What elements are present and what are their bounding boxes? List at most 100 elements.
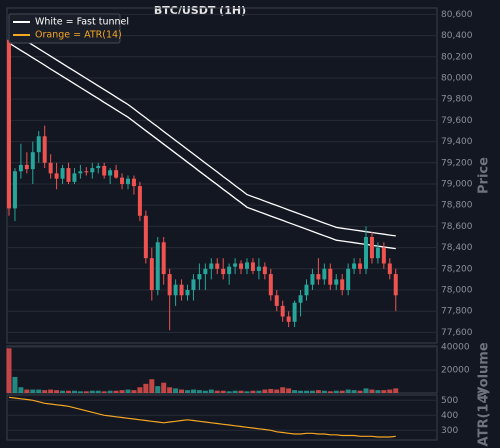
volume-bar <box>30 389 36 393</box>
candle-body <box>185 289 190 296</box>
volume-bar <box>119 390 125 393</box>
volume-bar <box>66 390 71 393</box>
candle-body <box>131 178 136 187</box>
candle-body <box>18 164 23 172</box>
candle-body <box>78 171 83 174</box>
y-tick-label: 79,600 <box>441 116 473 126</box>
candle-body <box>114 170 119 178</box>
candle-body <box>149 258 154 290</box>
y-axis-label: Volume <box>477 342 492 397</box>
y-tick-label: 80,200 <box>441 52 473 62</box>
candle-body <box>334 279 339 285</box>
volume-bar <box>24 389 30 393</box>
volume-bar <box>83 391 89 393</box>
volume-bar <box>113 390 119 393</box>
volume-bar <box>262 389 268 393</box>
volume-bar <box>137 387 143 393</box>
candle-body <box>316 274 321 280</box>
volume-bar <box>238 390 244 393</box>
tunnel-line <box>8 29 396 237</box>
candle-body <box>30 152 35 170</box>
candle-body <box>155 242 160 290</box>
y-tick-label: 78,200 <box>441 264 473 274</box>
chart-title: BTC/USDT (1H) <box>154 4 246 17</box>
candle-body <box>96 165 101 169</box>
candle-body <box>245 262 249 269</box>
candle-body <box>328 268 333 285</box>
volume-bar <box>315 390 321 393</box>
volume-bar <box>220 390 226 393</box>
volume-bar <box>149 379 155 393</box>
volume-bar <box>71 390 77 393</box>
candle-body <box>54 173 59 179</box>
volume-bar <box>77 391 83 393</box>
volume-bar <box>304 390 309 393</box>
y-tick-label: 20000 <box>441 366 470 376</box>
volume-bar <box>250 390 256 393</box>
candle-body <box>375 247 380 259</box>
volume-bar <box>107 390 113 393</box>
volume-bar <box>196 390 202 393</box>
candle-body <box>227 266 232 275</box>
volume-bar <box>12 376 18 393</box>
volume-bar <box>327 391 333 393</box>
candle-body <box>42 136 47 163</box>
volume-bar <box>363 388 369 393</box>
volume-bar <box>6 348 12 393</box>
volume-bar <box>101 391 107 393</box>
candle-body <box>369 236 374 259</box>
legend-box <box>8 13 121 44</box>
candle-body <box>233 263 238 267</box>
candle-body <box>256 266 261 271</box>
candle-body <box>346 268 351 290</box>
volume-bar <box>232 390 238 393</box>
candle-body <box>239 263 244 269</box>
candle-body <box>24 164 29 170</box>
volume-bar <box>60 390 66 393</box>
y-tick-label: 77,800 <box>441 307 473 317</box>
y-tick-label: 400 <box>441 411 458 421</box>
candle-body <box>215 263 220 269</box>
volume-bar <box>161 382 167 393</box>
candle-body <box>340 279 345 290</box>
candle-body <box>108 170 113 176</box>
volume-bar <box>375 390 381 393</box>
volume-bar <box>167 387 173 393</box>
volume-bar <box>339 390 345 393</box>
candle-body <box>197 274 202 280</box>
y-tick-label: 78,600 <box>441 222 473 232</box>
volume-bar <box>95 390 101 393</box>
atr-line <box>8 396 396 438</box>
y-tick-label: 300 <box>441 426 458 436</box>
candle-body <box>304 284 309 296</box>
candle-body <box>72 173 77 182</box>
y-tick-label: 79,400 <box>441 137 473 147</box>
candle-body <box>387 263 392 275</box>
volume-bar <box>333 390 339 393</box>
volume-bar <box>268 388 274 393</box>
volume-bar <box>131 390 137 393</box>
y-tick-label: 79,800 <box>441 95 473 105</box>
candle-body <box>60 168 65 179</box>
candle-body <box>66 168 71 182</box>
candle-body <box>352 263 357 269</box>
volume-bar <box>393 388 399 393</box>
volume-bar <box>89 390 95 393</box>
legend: White = Fast tunnel Orange = ATR(14) <box>8 13 129 44</box>
volume-bar <box>54 390 60 393</box>
volume-bar <box>280 387 286 393</box>
candle-body <box>298 295 303 303</box>
volume-bar <box>256 390 262 393</box>
candle-body <box>364 236 368 269</box>
volume-bar <box>286 388 292 393</box>
y-tick-label: 40000 <box>441 343 470 353</box>
volume-bar <box>185 390 190 393</box>
candle-body <box>381 247 386 264</box>
candle-body <box>393 274 398 296</box>
candle-body <box>250 262 255 271</box>
volume-bar <box>292 390 298 393</box>
candle-body <box>102 165 107 176</box>
candle-body <box>268 274 273 296</box>
volume-bar <box>351 390 357 393</box>
